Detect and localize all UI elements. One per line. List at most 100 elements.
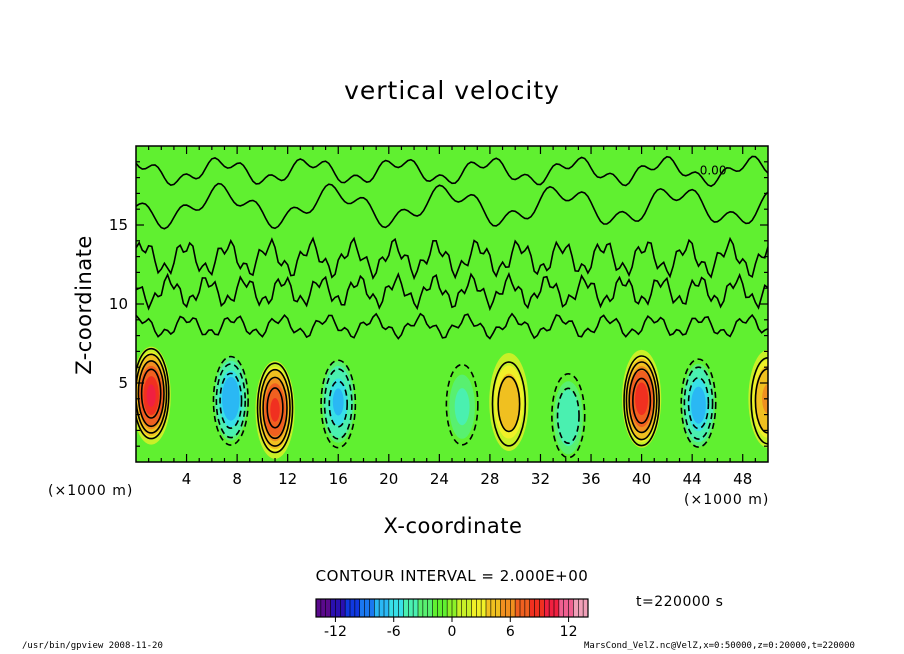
colorbar-swatch [539,599,545,617]
cell-fill-level [635,382,649,416]
colorbar-swatch [437,599,443,617]
contour-line [445,363,479,446]
contour-line [556,387,580,444]
colorbar-swatch [578,599,584,617]
colorbar-swatch [359,599,365,617]
x-tick-label: 28 [480,470,499,488]
y-axis: 5 10 15 [109,161,768,447]
colorbar-swatch [393,599,399,617]
colorbar-swatch [345,599,351,617]
plot-field [136,146,768,462]
contour-line [754,367,768,434]
contour-line [328,380,348,428]
cell-fill-level [332,388,344,416]
colorbar-swatch [320,599,327,617]
colorbar-swatch [583,599,589,617]
cell-fill-level [502,385,516,419]
contour-line [215,363,247,439]
contour-line [262,376,288,440]
colorbar-swatch [461,599,467,617]
colorbar-swatch [418,599,424,617]
x-tick-label: 48 [733,470,752,488]
colorbar-swatch [476,599,482,617]
colorbar-swatch [330,599,336,617]
contour-line [497,375,521,433]
colorbar-swatch [515,599,521,617]
colorbar-swatch [379,599,385,617]
colorbar-swatch [505,599,511,617]
colorbar-swatch [524,599,531,617]
colorbar-swatch [486,599,492,617]
contour-line [632,377,652,424]
colorbar-swatch [384,599,390,617]
contour-line [623,355,660,447]
cell-fill-level [270,397,280,422]
chart-title: vertical velocity [344,76,560,105]
contour-line [628,368,655,434]
colorbar-swatch [520,599,526,617]
contour-line [491,361,527,447]
colorbar-swatch [471,599,477,617]
contour-line [136,182,768,230]
colorbar-tick-label: -12 [324,624,347,640]
colorbar-swatch [350,599,356,617]
contour-line [136,312,768,340]
y-tick-label: 5 [118,374,128,392]
colorbar-swatch [554,599,560,617]
contour-lines [136,155,768,459]
colorbar-tick-label: 6 [506,624,515,640]
x-axis-unit: (×1000 m) [684,492,770,508]
contour-line [320,359,357,449]
cell-fill-level [454,388,470,426]
colorbar-swatch [490,599,497,617]
x-axis-label: X-coordinate [383,514,523,538]
x-tick-label: 24 [430,470,449,488]
footer-program-date: /usr/bin/gpview 2008-11-20 [22,641,163,651]
colorbar-swatch [529,599,535,617]
colorbar-swatch [456,599,463,617]
colorbar-swatch [510,599,516,617]
time-label: t=220000 s [636,594,724,610]
y-axis-unit: (×1000 m) [48,483,134,499]
colorbar-swatch [544,599,550,617]
x-tick-label: 36 [581,470,600,488]
colorbar-swatch [495,599,501,617]
colorbar-swatch [549,599,555,617]
colorbar-swatch [442,599,448,617]
colorbar-swatch [500,599,506,617]
contour-line [323,368,353,440]
x-axis: 4 8 12 16 20 24 28 32 36 40 44 48 [148,146,756,488]
contour-line [136,347,170,440]
x-tick-label: 4 [182,470,192,488]
contour-line [551,373,586,459]
colorbar-swatch [408,599,414,617]
y-tick-label: 15 [109,216,128,234]
cell-fill-level [225,386,236,412]
contour-line [212,355,249,446]
colorbar-swatch [422,599,429,617]
colorbar-tick-label: 0 [448,624,457,640]
colorbar: -12 -6 0 6 12 [315,598,589,640]
contour-line [136,271,768,312]
colorbar-tick-label: 12 [560,624,578,640]
colorbar-swatch [481,599,487,617]
y-tick-label: 10 [109,295,128,313]
y-axis-label: Z-coordinate [72,235,96,375]
contour-line [266,387,284,429]
contour-line [259,368,291,447]
contour-line [140,368,162,419]
x-tick-label: 32 [531,470,550,488]
contour-line [256,362,294,454]
colorbar-swatch [447,599,453,617]
contour-line [683,366,714,440]
x-tick-label: 8 [232,470,242,488]
contour-value-label: 0.00 [700,163,727,177]
colorbar-tick-label: -6 [387,624,401,640]
x-tick-label: 20 [379,470,398,488]
colorbar-swatch [534,599,540,617]
cell-fill-level [691,386,706,424]
colorbar-swatch [335,599,341,617]
footer-file-info: MarsCond_VelZ.nc@VelZ,x=0:50000,z=0:2000… [584,641,855,651]
colorbar-swatch [374,599,380,617]
